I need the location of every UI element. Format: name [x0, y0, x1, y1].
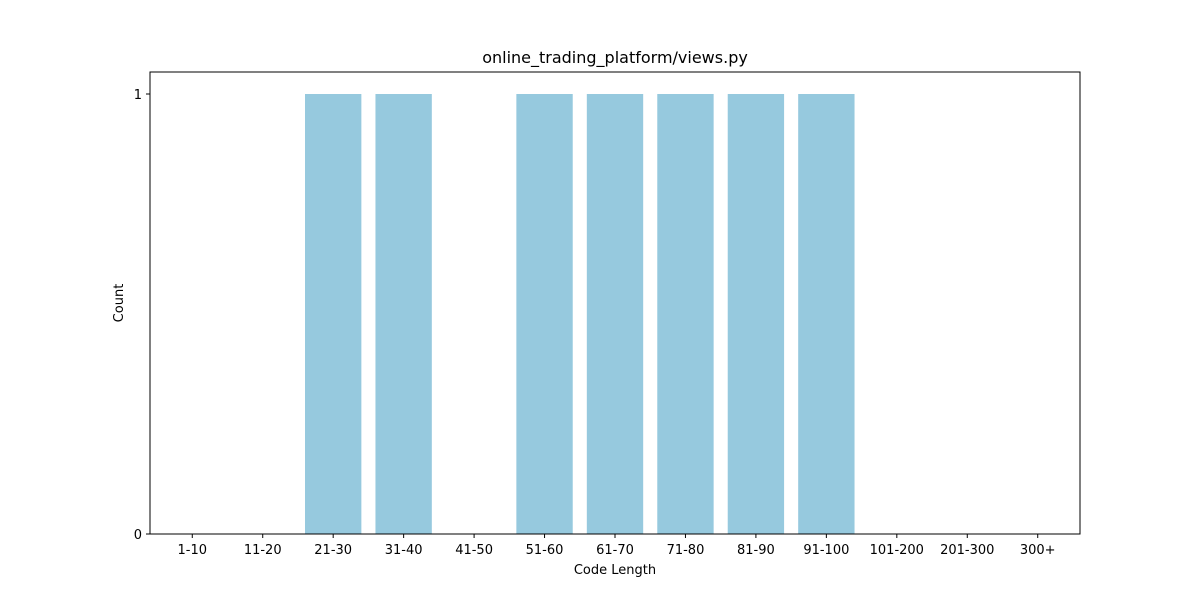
- bar-31-40: [375, 94, 431, 534]
- bar-21-30: [305, 94, 361, 534]
- x-tick-label: 1-10: [178, 543, 208, 558]
- chart-title: online_trading_platform/views.py: [482, 48, 748, 68]
- bar-71-80: [657, 94, 713, 534]
- x-tick-label: 61-70: [596, 543, 634, 558]
- y-axis-label: Count: [112, 284, 127, 323]
- bar-81-90: [728, 94, 784, 534]
- bars-layer: [305, 94, 855, 534]
- x-tick-label: 21-30: [314, 543, 352, 558]
- bar-51-60: [516, 94, 572, 534]
- y-tick-label: 0: [134, 528, 142, 543]
- y-tick-label: 1: [134, 88, 142, 103]
- x-tick-label: 300+: [1020, 543, 1056, 558]
- x-axis-label: Code Length: [574, 563, 656, 578]
- bar-91-100: [798, 94, 854, 534]
- x-tick-label: 51-60: [526, 543, 564, 558]
- x-tick-label: 81-90: [737, 543, 775, 558]
- bar-61-70: [587, 94, 643, 534]
- x-tick-label: 201-300: [940, 543, 994, 558]
- x-tick-label: 31-40: [385, 543, 423, 558]
- x-tick-label: 91-100: [803, 543, 849, 558]
- x-tick-label: 41-50: [455, 543, 493, 558]
- x-tick-label: 101-200: [870, 543, 924, 558]
- x-tick-label: 71-80: [667, 543, 705, 558]
- x-tick-label: 11-20: [244, 543, 282, 558]
